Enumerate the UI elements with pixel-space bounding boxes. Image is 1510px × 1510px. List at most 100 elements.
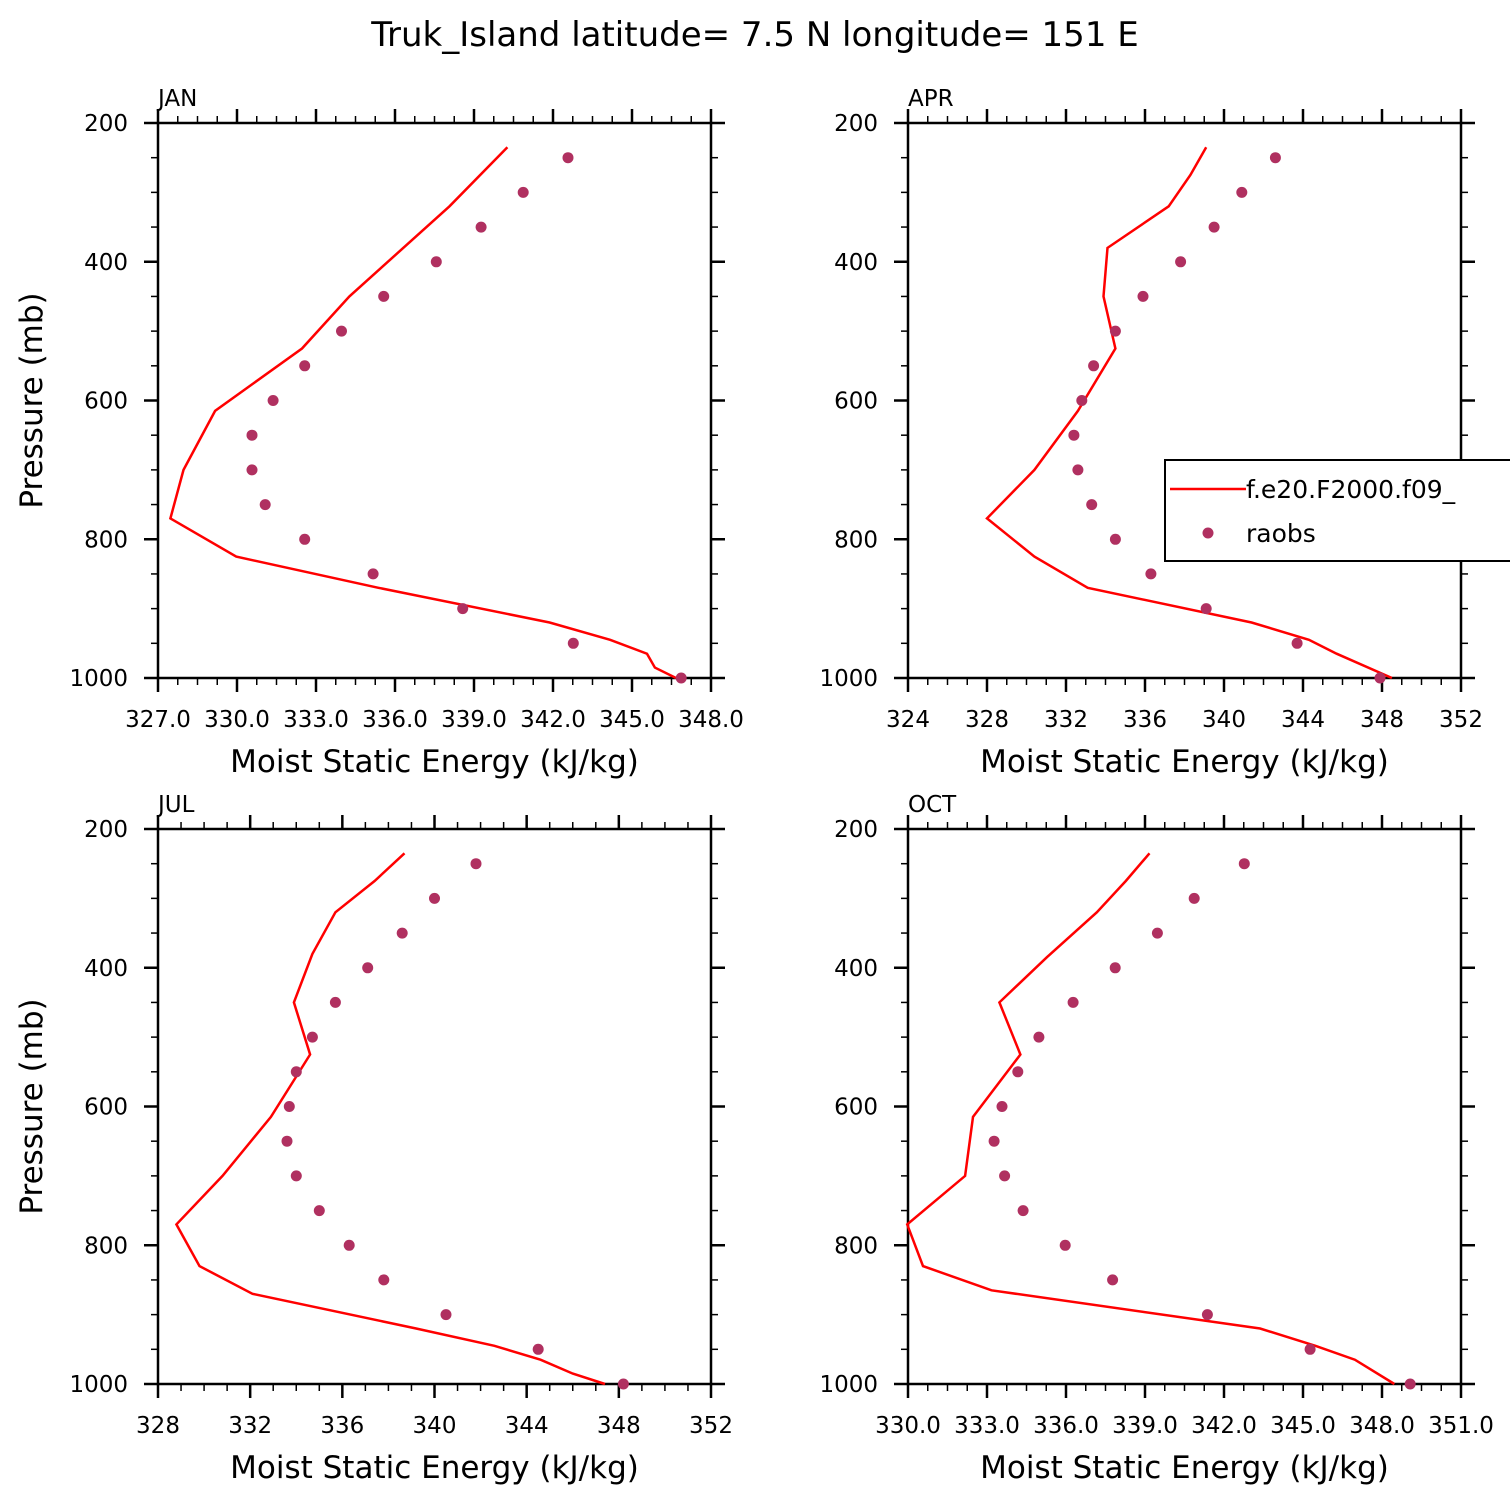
panel-oct-raobs-point (1188, 892, 1200, 904)
panel-jul-xtick-label: 328 (136, 1413, 180, 1439)
panel-apr-xtick-label: 340 (1202, 707, 1246, 733)
panel-jul-raobs-point (290, 1170, 302, 1182)
panel-jul-raobs-point (378, 1274, 390, 1286)
panel-apr-ytick-label: 200 (834, 111, 878, 137)
panel-oct-xtick-label: 345.0 (1270, 1413, 1336, 1439)
panel-jul-raobs-point (470, 858, 482, 870)
panel-jan-raobs-point (457, 603, 469, 615)
panel-jul-raobs-point (440, 1309, 452, 1321)
panel-jan-ylabel: Pressure (mb) (14, 292, 50, 508)
panel-jan-raobs-point (567, 637, 579, 649)
panel-apr-raobs-point (1109, 533, 1121, 545)
panel-jul-xtick-label: 332 (228, 1413, 272, 1439)
panel-jul-raobs-point (313, 1205, 325, 1217)
panel-oct-xtick-label: 333.0 (954, 1413, 1020, 1439)
panel-apr-xtick-label: 352 (1439, 707, 1483, 733)
panel-oct-raobs-point (1067, 996, 1079, 1008)
panel-apr-raobs-point (1072, 464, 1084, 476)
panel-apr-xtick-label: 344 (1281, 707, 1325, 733)
panel-apr-model-line (985, 146, 1393, 680)
panel-apr-xlabel: Moist Static Energy (kJ/kg) (980, 744, 1389, 780)
panel-jul-raobs-point (290, 1066, 302, 1078)
panel-jul: 200 400 600 800 1000 328 332 336 340 344 348 352 JUL… (14, 792, 733, 1486)
panel-jul-ytick-label: 400 (84, 956, 128, 982)
panel-jan-ytick-label: 200 (84, 111, 128, 137)
panel-jan-raobs-point (246, 429, 258, 441)
panel-jul-xtick-label: 340 (413, 1413, 457, 1439)
panel-oct-xlabel: Moist Static Energy (kJ/kg) (980, 1450, 1389, 1486)
panel-jul-raobs-point (429, 892, 440, 904)
panel-oct-ytick-label: 200 (834, 817, 878, 843)
panel-jan-raobs-point (517, 186, 529, 198)
panel-jul-xlabel: Moist Static Energy (kJ/kg) (230, 1450, 639, 1486)
panel-jul-ylabel: Pressure (mb) (14, 998, 50, 1214)
panel-oct-raobs-point (1017, 1205, 1029, 1217)
panel-jan-xlabel: Moist Static Energy (kJ/kg) (230, 744, 639, 780)
panel-oct: 200 400 600 800 1000 330.0 333.0 336.0 339.0 342.… (819, 792, 1493, 1486)
panel-jan-ytick-label: 600 (84, 389, 128, 415)
panel-jul-raobs-point (532, 1343, 544, 1355)
panel-oct-raobs-point (1151, 927, 1163, 939)
panel-jan-label: JAN (156, 86, 197, 112)
panel-jul-ytick-label: 200 (84, 817, 128, 843)
panel-jul-ytick-label: 800 (84, 1233, 128, 1259)
legend: f.e20.F2000.f09_ raobs (1164, 459, 1510, 562)
panel-apr-xtick-label: 348 (1360, 707, 1404, 733)
panel-jan-frame (156, 121, 713, 680)
panel-jan: 200 400 600 800 1000 327.0 330.0 333.0 336.0 339.… (14, 86, 744, 780)
panel-apr-raobs-point (1208, 221, 1220, 233)
panel-jul-raobs-point (362, 962, 374, 974)
panel-apr-raobs-point (1088, 360, 1100, 372)
panel-apr-raobs-point (1137, 290, 1149, 302)
panel-jul-raobs-point (617, 1378, 629, 1390)
panel-jan-raobs-point (675, 672, 687, 684)
panel-jan-xtick-label: 336.0 (362, 707, 428, 733)
chart-title: Truk_Island latitude= 7.5 N longitude= 1… (370, 15, 1139, 55)
panel-jul-raobs-point (306, 1031, 318, 1043)
panel-jul-ytick-label: 1000 (69, 1372, 128, 1398)
panel-jan-raobs-point (299, 533, 311, 545)
panel-apr-frame (906, 121, 1463, 680)
panel-apr-raobs-point (1076, 395, 1088, 406)
panel-jul-ytick-label: 600 (84, 1095, 128, 1121)
panel-oct-raobs-point (1107, 1274, 1119, 1286)
panel-oct-ytick-label: 1000 (819, 1372, 878, 1398)
legend-label-obs: raobs (1246, 519, 1316, 548)
panel-jul-label: JUL (156, 792, 195, 818)
panel-jul-raobs-point (281, 1135, 293, 1147)
panel-jul-xtick-label: 352 (689, 1413, 733, 1439)
panel-jan-raobs-point (259, 499, 271, 511)
panel-jul-raobs-point (329, 996, 341, 1008)
legend-marker-swatch (1202, 527, 1214, 539)
panel-jan-raobs-point (430, 256, 442, 268)
panel-oct-raobs-point (1238, 858, 1250, 870)
panel-apr-raobs-point (1200, 603, 1212, 615)
panel-oct-xtick-label: 330.0 (875, 1413, 941, 1439)
panel-oct-raobs-point (996, 1101, 1008, 1112)
panel-apr-xtick-label: 324 (886, 707, 930, 733)
panels: 200 400 600 800 1000 327.0 330.0 333.0 336.0 339.… (14, 86, 1494, 1486)
panel-jan-ytick-label: 400 (84, 250, 128, 276)
panel-jan-xtick-label: 345.0 (599, 707, 665, 733)
panel-oct-ytick-label: 600 (834, 1095, 878, 1121)
panel-oct-raobs-point (1012, 1066, 1024, 1078)
panel-apr-xtick-label: 336 (1123, 707, 1167, 733)
panel-jul-xtick-label: 344 (505, 1413, 549, 1439)
panel-apr-raobs-point (1269, 152, 1281, 164)
panel-jan-model-line (168, 146, 677, 680)
legend-label-model: f.e20.F2000.f09_ (1246, 475, 1456, 504)
panel-jan-raobs-point (246, 464, 258, 476)
panel-oct-ytick-label: 800 (834, 1233, 878, 1259)
panel-jul-raobs-point (396, 927, 408, 939)
panel-jan-ytick-label: 800 (84, 527, 128, 553)
panel-jan-xtick-label: 333.0 (283, 707, 349, 733)
panel-oct-raobs-point (1033, 1031, 1045, 1043)
panel-apr-raobs-point (1068, 429, 1080, 441)
panel-jan-ytick-label: 1000 (69, 666, 128, 692)
panel-jul-raobs-point (283, 1101, 295, 1112)
panel-apr-raobs-point (1374, 672, 1386, 684)
panel-apr-raobs-point (1291, 637, 1303, 649)
panel-jan-xtick-label: 348.0 (678, 707, 744, 733)
panel-jan-xtick-label: 342.0 (520, 707, 586, 733)
